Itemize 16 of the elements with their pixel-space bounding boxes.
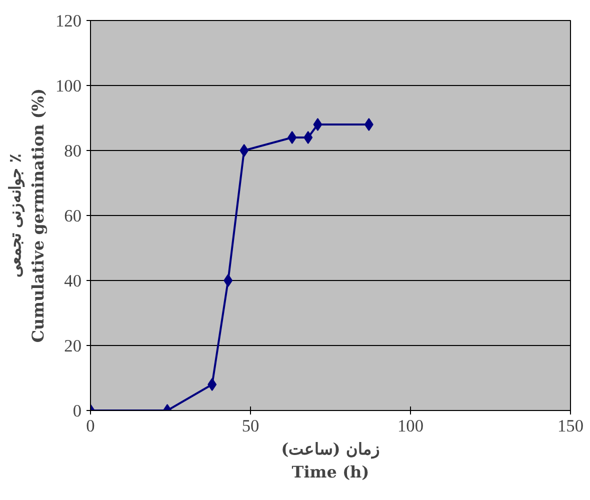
y-tick-label: 100 bbox=[56, 76, 82, 96]
y-tick-label: 0 bbox=[72, 402, 82, 420]
y-tick-label: 20 bbox=[64, 336, 82, 356]
x-tick-label: 50 bbox=[242, 416, 260, 436]
y-tick-label: 60 bbox=[64, 206, 82, 226]
x-tick-label: 150 bbox=[558, 416, 584, 436]
x-tick-label: 0 bbox=[86, 416, 95, 436]
point bbox=[288, 131, 297, 144]
y-tick-label: 120 bbox=[56, 12, 82, 30]
point bbox=[364, 118, 374, 131]
y-tick-label: 40 bbox=[64, 272, 82, 290]
y-tick-label: 80 bbox=[64, 142, 82, 160]
point bbox=[304, 131, 313, 144]
x-tick-label: 100 bbox=[398, 416, 424, 436]
point bbox=[240, 144, 249, 157]
point bbox=[313, 118, 322, 131]
